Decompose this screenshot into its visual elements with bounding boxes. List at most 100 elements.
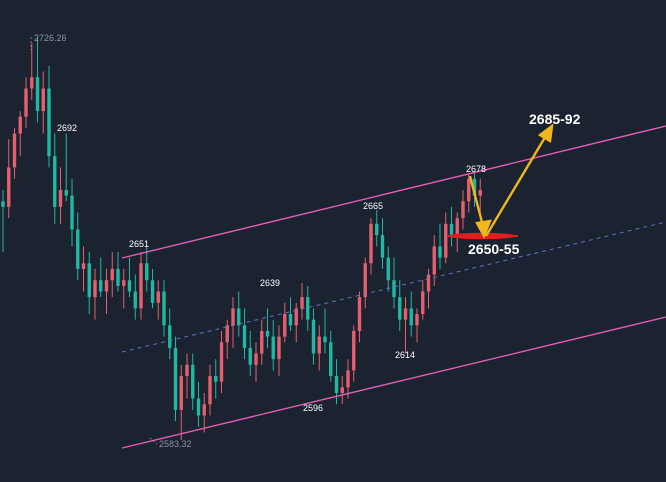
candle-body [421, 291, 425, 315]
low-marker-line [149, 437, 158, 445]
candle-body [104, 280, 109, 292]
candle-body [461, 201, 465, 219]
candle-body [225, 325, 229, 343]
candle-body [352, 330, 356, 371]
candle-body [1, 201, 5, 207]
candle-body [139, 263, 143, 309]
arrow-up-line [484, 133, 549, 237]
candle-body [260, 330, 264, 354]
arrow-down-head [475, 219, 492, 239]
candle-body [76, 229, 80, 269]
candle-body [271, 336, 275, 360]
candle-body [237, 308, 241, 326]
candle-body [449, 223, 454, 236]
candles-group [1, 37, 482, 440]
candle-body [277, 336, 281, 360]
candle-body [409, 308, 413, 326]
candle-body [334, 376, 339, 393]
candle-body [265, 330, 270, 337]
candle-body [398, 297, 402, 320]
candle-body [311, 319, 316, 354]
candle-body [294, 308, 298, 326]
candle-body [363, 263, 367, 298]
candle-body [127, 280, 132, 292]
label-high: 2726.26 [34, 33, 67, 43]
candle-body [478, 189, 482, 196]
candle-body [380, 235, 385, 258]
candle-body [93, 280, 97, 298]
candle-body [58, 189, 63, 207]
candle-body [426, 274, 431, 292]
candle-body [375, 223, 379, 236]
candle-body [467, 178, 471, 202]
candle-body [81, 263, 86, 269]
candle-body [150, 280, 155, 303]
candle-body [145, 263, 149, 281]
target-annotation: 2685-92 [529, 111, 581, 127]
candle-body [231, 308, 235, 326]
candle-body [369, 223, 373, 264]
candle-body [329, 342, 333, 377]
label-low: 2583.32 [159, 439, 192, 449]
candle-body [179, 376, 183, 410]
candle-body [196, 398, 201, 416]
candle-body [283, 314, 287, 337]
candle-body [386, 257, 390, 281]
candle-body [18, 116, 22, 134]
candle-body [53, 156, 57, 207]
candle-body [30, 77, 34, 89]
channel-lower-line [121, 316, 666, 449]
candle-body [300, 297, 304, 309]
candle-body [202, 404, 206, 416]
candle-body [346, 370, 350, 388]
support-annotation: 2650-55 [468, 241, 520, 257]
candle-body [24, 88, 28, 117]
channel-upper-line [121, 125, 666, 259]
candle-body [99, 280, 103, 292]
arrow-down-line [468, 175, 486, 231]
arrow-up-head [537, 123, 554, 143]
candle-body [191, 364, 195, 399]
candle-body [162, 291, 166, 326]
label-2639: 2639 [260, 278, 280, 288]
candle-body [455, 218, 459, 236]
candle-body [7, 167, 11, 207]
candle-body [248, 347, 252, 365]
label-2678: 2678 [466, 164, 486, 174]
candle-body [110, 268, 114, 281]
candle-body [254, 353, 258, 365]
candle-body [122, 280, 126, 286]
label-2665: 2665 [363, 201, 383, 211]
candle-body [438, 246, 442, 258]
candle-body [219, 342, 224, 382]
candle-body [432, 246, 436, 275]
candle-body [173, 347, 178, 410]
candle-body [185, 364, 189, 377]
label-2614: 2614 [395, 350, 415, 360]
candle-body [156, 291, 160, 303]
candle-body [415, 314, 419, 326]
candle-body [306, 297, 310, 320]
channel-midline [121, 221, 666, 353]
candle-body [214, 376, 218, 382]
label-2692: 2692 [57, 123, 77, 133]
candle-body [340, 387, 344, 393]
label-2596: 2596 [303, 403, 323, 413]
candle-body [444, 223, 448, 258]
projection-arrows [468, 123, 554, 239]
candle-body [288, 314, 293, 326]
candle-body [35, 77, 40, 112]
candle-body [392, 280, 396, 298]
candle-body [208, 376, 212, 405]
candle-body [41, 88, 45, 112]
candle-body [242, 325, 247, 348]
candle-body [472, 178, 477, 196]
candle-body [64, 189, 68, 196]
candle-body [133, 291, 137, 309]
candle-body [116, 268, 120, 286]
candle-body [403, 308, 408, 320]
candle-body [70, 195, 74, 230]
candle-body [323, 336, 327, 343]
candle-body [357, 297, 362, 331]
